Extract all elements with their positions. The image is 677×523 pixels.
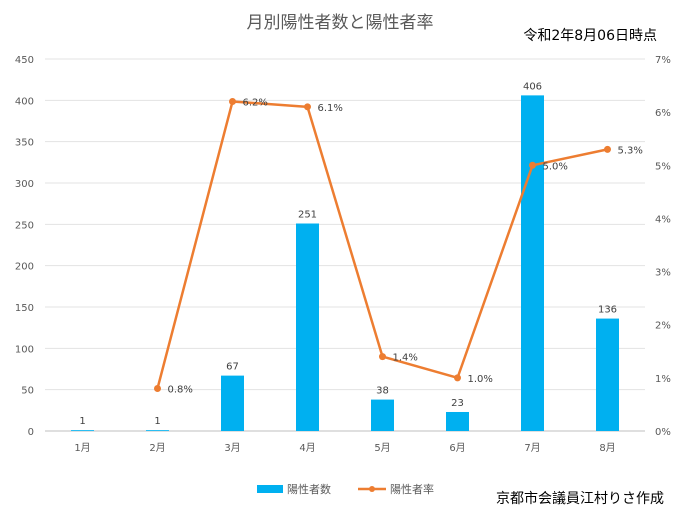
y-left-axis: 0 50 100 150 200 250 300 350 400 450 [15,55,34,438]
line-marker [529,161,536,169]
line-marker [304,103,311,111]
x-tick-label: 2月 [149,442,165,454]
legend: 陽性者数 陽性者率 [257,482,434,496]
legend-swatch-bar [257,485,283,493]
bar [221,375,244,431]
bar [71,430,94,431]
y-right-tick-label: 7% [655,55,671,66]
line-data-label: 6.1% [318,103,343,114]
bar-data-label: 1 [79,416,85,427]
y-right-axis: 0% 1% 2% 3% 4% 5% 6% 7% [655,55,671,438]
y-right-tick-label: 6% [655,108,671,119]
line-marker [379,353,386,361]
bar-data-label: 406 [523,81,542,92]
line-data-label: 0.8% [168,384,193,395]
x-tick-label: 7月 [524,442,540,454]
bar [446,411,469,431]
line-marker [454,374,461,382]
credit-text: 京都市会議員江村りさ作成 [496,490,664,507]
bar [146,430,169,431]
gridlines [45,58,645,432]
y-left-tick-label: 150 [15,303,34,314]
y-right-tick-label: 0% [655,427,671,438]
bar-data-label: 67 [226,362,239,373]
y-right-tick-label: 4% [655,214,671,225]
y-left-tick-label: 100 [15,344,34,355]
bar [521,95,544,431]
bar-data-label: 38 [376,386,389,397]
x-tick-label: 5月 [374,442,390,454]
bar-data-label: 1 [154,416,160,427]
as-of-date: 令和2年8月06日時点 [523,28,657,44]
y-left-tick-label: 350 [15,138,34,149]
x-tick-label: 1月 [74,442,90,454]
y-left-tick-label: 400 [15,96,34,107]
y-left-tick-label: 250 [15,220,34,231]
bar-series: 1 1 67 251 38 23 406 136 [71,81,619,431]
bar-data-label: 23 [451,398,464,409]
y-left-tick-label: 50 [21,386,34,397]
line-marker [604,145,611,153]
y-left-tick-label: 300 [15,179,34,190]
line-data-label: 6.2% [243,98,268,109]
chart-title: 月別陽性者数と陽性者率 [247,13,434,33]
line-marker [229,98,236,106]
legend-label-bar: 陽性者数 [287,482,331,496]
line-data-label: 1.4% [393,353,418,364]
x-tick-label: 8月 [599,442,615,454]
y-right-tick-label: 5% [655,161,671,172]
x-tick-label: 4月 [299,442,315,454]
bar [371,399,394,431]
x-tick-label: 3月 [224,442,240,454]
legend-marker-line [369,486,375,492]
x-tick-label: 6月 [449,442,465,454]
bar [296,223,319,431]
line-data-label: 5.0% [543,161,568,172]
y-right-tick-label: 3% [655,268,671,279]
y-right-tick-label: 2% [655,321,671,332]
bar-data-label: 251 [298,210,317,221]
line-data-label: 1.0% [468,374,493,385]
y-left-tick-label: 200 [15,262,34,273]
y-left-tick-label: 450 [15,55,34,66]
line-series: 0.8% 6.2% 6.1% 1.4% 1.0% 5.0% 5.3% [154,98,643,395]
legend-label-line: 陽性者率 [390,482,434,496]
y-left-tick-label: 0 [28,427,34,438]
line-data-label: 5.3% [618,145,643,156]
line-marker [154,384,161,392]
bar [596,318,619,431]
x-axis: 1月 2月 3月 4月 5月 6月 7月 8月 [74,442,615,454]
y-right-tick-label: 1% [655,374,671,385]
bar-data-label: 136 [598,305,617,316]
